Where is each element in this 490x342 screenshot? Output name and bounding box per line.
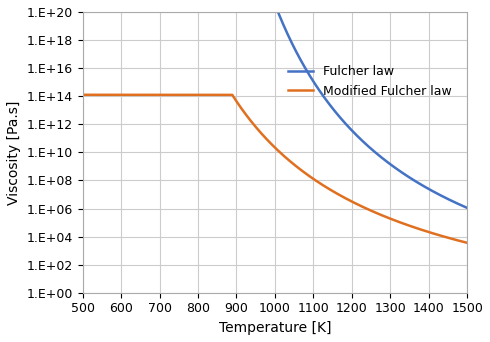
Modified Fulcher law <box>444 235 450 239</box>
Fulcher law <box>405 175 411 179</box>
Fulcher law <box>272 3 278 7</box>
Fulcher law <box>410 178 416 182</box>
Fulcher law <box>462 205 467 209</box>
Fulcher law <box>386 161 392 165</box>
Modified Fulcher law <box>102 93 108 97</box>
Modified Fulcher law <box>96 93 101 97</box>
Line: Modified Fulcher law: Modified Fulcher law <box>83 95 467 243</box>
Line: Fulcher law: Fulcher law <box>275 5 467 208</box>
Modified Fulcher law <box>155 93 161 97</box>
Modified Fulcher law <box>81 93 87 97</box>
Modified Fulcher law <box>464 241 470 245</box>
Fulcher law <box>341 119 346 123</box>
Modified Fulcher law <box>268 141 273 145</box>
X-axis label: Temperature [K]: Temperature [K] <box>219 321 331 335</box>
Y-axis label: Viscosity [Pa.s]: Viscosity [Pa.s] <box>7 100 21 205</box>
Fulcher law <box>464 206 470 210</box>
Legend: Fulcher law, Modified Fulcher law: Fulcher law, Modified Fulcher law <box>283 60 457 103</box>
Modified Fulcher law <box>80 93 86 97</box>
Fulcher law <box>296 55 302 59</box>
